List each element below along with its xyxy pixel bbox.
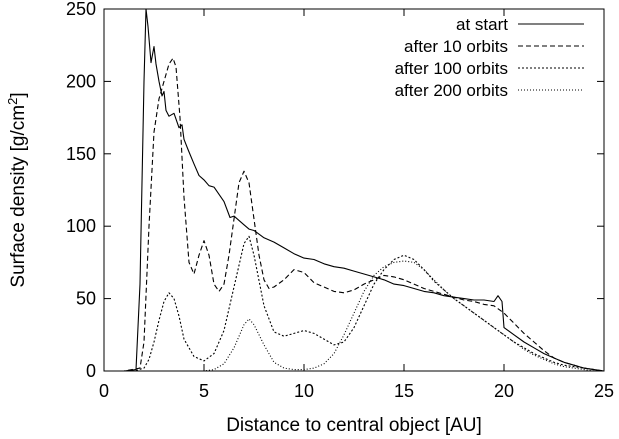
x-tick-label: 25 — [594, 381, 614, 401]
legend-label: after 10 orbits — [404, 37, 508, 56]
x-tick-label: 15 — [394, 381, 414, 401]
x-axis-title: Distance to central object [AU] — [226, 415, 482, 436]
y-axis-title-superscript: 2 — [5, 98, 20, 105]
series-line-at-start — [104, 8, 605, 372]
y-tick-label: 200 — [66, 71, 96, 91]
legend-label: at start — [456, 15, 508, 34]
x-axis-ticks: 0 5 10 15 20 25 — [99, 9, 614, 401]
y-axis-title-suffix: ] — [8, 92, 29, 97]
series-lines — [104, 8, 605, 372]
legend: at start after 10 orbits after 100 orbits a… — [395, 15, 584, 100]
x-tick-label: 10 — [294, 381, 314, 401]
series-line-after-100-orbits — [104, 235, 605, 372]
x-tick-label: 20 — [494, 381, 514, 401]
y-tick-label: 150 — [66, 144, 96, 164]
y-axis-title: Surface density [g/cm2] — [5, 92, 29, 287]
series-line-after-200-orbits — [104, 260, 604, 372]
y-tick-label: 250 — [66, 0, 96, 19]
y-tick-label: 100 — [66, 216, 96, 236]
legend-label: after 100 orbits — [395, 59, 508, 78]
series-line-after-10-orbits — [104, 57, 605, 372]
y-tick-label: 0 — [86, 361, 96, 381]
x-tick-label: 0 — [99, 381, 109, 401]
x-tick-label: 5 — [199, 381, 209, 401]
y-tick-label: 50 — [76, 289, 96, 309]
y-axis-title-main: Surface density [g/cm — [8, 105, 29, 288]
y-axis-ticks: 0 50 100 150 200 250 — [66, 0, 604, 381]
plot-area-frame — [103, 8, 605, 372]
legend-label: after 200 orbits — [395, 81, 508, 100]
